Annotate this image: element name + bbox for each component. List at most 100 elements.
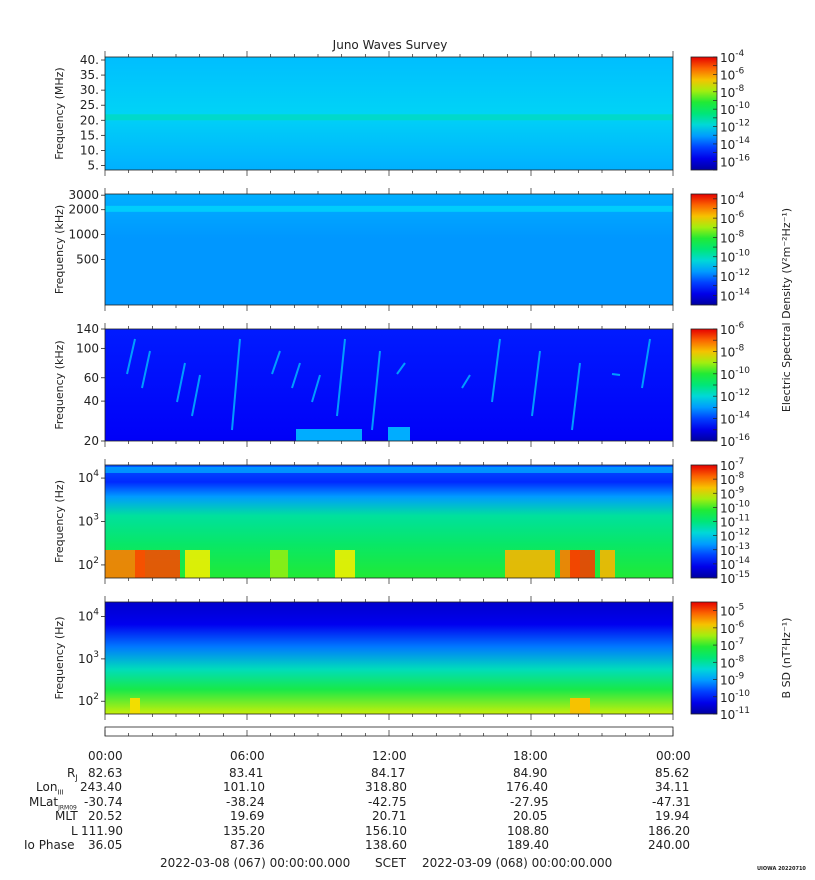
eph-mlat-1: -38.24: [226, 795, 265, 809]
colorbar-tick-label: 10-16: [720, 433, 750, 449]
y-tick-label: 1000: [68, 228, 99, 242]
y-tick-label: 25.: [80, 98, 99, 112]
time-range-scet: SCET: [375, 856, 406, 870]
time-range-end: 2022-03-09 (068) 00:00:00.000: [422, 856, 613, 870]
y-axis-label: Frequency (kHz): [53, 205, 66, 294]
eph-mlat-3: -27.95: [510, 795, 549, 809]
eph-l-4: 186.20: [648, 824, 690, 838]
eph-lon-1: 101.10: [223, 780, 265, 794]
emission-patch: [296, 429, 362, 441]
colorbar-tick-label: 10-10: [720, 689, 750, 705]
eph-io-4: 240.00: [648, 838, 690, 852]
colorbar-tick-label: 10-10: [720, 249, 750, 265]
emission-streak: [491, 338, 501, 403]
spectrogram-image: [105, 602, 673, 714]
emission-patch: [335, 550, 355, 578]
colorbar-tick-label: 10-4: [720, 49, 745, 65]
colorbar-tick-label: 10-5: [720, 603, 744, 619]
colorbar-tick-label: 10-6: [720, 210, 745, 226]
y-tick-label: 20.: [80, 113, 99, 127]
colorbar: [690, 601, 718, 715]
eph-mlt-3: 20.05: [513, 809, 548, 823]
eph-io-2: 138.60: [365, 838, 407, 852]
eph-io-0: 36.05: [88, 838, 123, 852]
colorbar-tick-label: 10-14: [720, 287, 750, 303]
emission-patch: [505, 550, 555, 578]
y-tick-label: 40: [84, 394, 99, 408]
eph-mlat-4: -47.31: [652, 795, 691, 809]
eph-lon-4: 34.11: [655, 780, 690, 794]
time-axis: [104, 726, 674, 737]
y-tick-label: 104: [78, 469, 99, 485]
colorbar-tick-label: 10-12: [720, 528, 750, 544]
time-range-start: 2022-03-08 (067) 00:00:00.000: [160, 856, 351, 870]
y-tick-label: 10.: [80, 143, 99, 157]
y-axis-label: Frequency (Hz): [53, 617, 66, 700]
colorbar-tick-label: 10-11: [720, 514, 750, 530]
y-tick-label: 40.: [80, 53, 99, 67]
eph-rj-4: 85.62: [655, 766, 690, 780]
emission-streak: [396, 362, 406, 375]
emission-patch: [388, 427, 410, 441]
colorbar-label-bsd: B SD (nT²Hz⁻¹): [780, 618, 793, 699]
y-axis-label: Frequency (Hz): [53, 480, 66, 563]
eph-l-1: 135.20: [223, 824, 265, 838]
time-label-2: 12:00: [372, 749, 407, 763]
emission-patch: [570, 550, 595, 578]
colorbar-tick-label: 10-10: [720, 101, 750, 117]
y-tick-label: 102: [78, 556, 99, 572]
emission-streak: [611, 373, 621, 376]
eph-l-0: 111.90: [81, 824, 123, 838]
eph-io-3: 189.40: [507, 838, 549, 852]
time-label-1: 06:00: [230, 749, 265, 763]
colorbar-tick-label: 10-8: [720, 654, 745, 670]
emission-streak: [461, 374, 471, 389]
y-tick-label: 20: [84, 434, 99, 448]
colorbar: [690, 328, 718, 442]
colorbar-tick-label: 10-11: [720, 706, 750, 722]
colorbar-tick-label: 10-12: [720, 268, 750, 284]
emission-patch: [600, 550, 615, 578]
colorbar-tick-label: 10-6: [720, 66, 745, 82]
emission-patch: [135, 550, 180, 578]
emission-streak: [231, 338, 241, 431]
y-tick-label: 30.: [80, 83, 99, 97]
colorbar-tick-label: 10-10: [720, 366, 750, 382]
eph-mlt-1: 19.69: [230, 809, 265, 823]
emission-streak: [141, 350, 151, 389]
eph-l-2: 156.10: [365, 824, 407, 838]
spectrogram-image: [105, 194, 673, 305]
colorbar-tick-label: 10-6: [720, 321, 745, 337]
credit-stamp: UIOWA 20220710: [757, 866, 806, 872]
colorbar: [690, 56, 718, 171]
time-label-0: 00:00: [88, 749, 123, 763]
colorbar-tick-label: 10-14: [720, 411, 750, 427]
colorbar-tick-label: 10-7: [720, 637, 744, 653]
emission-streak: [571, 362, 581, 431]
spectrogram-image: [105, 57, 673, 170]
colorbar-tick-label: 10-8: [720, 471, 745, 487]
y-tick-label: 5.: [88, 158, 99, 172]
spectrogram-image: [105, 329, 673, 441]
eph-lon-3: 176.40: [506, 780, 548, 794]
colorbar-tick-label: 10-4: [720, 191, 745, 207]
eph-rj-3: 84.90: [513, 766, 548, 780]
emission-band: [105, 467, 673, 473]
emission-streak: [311, 374, 321, 403]
y-tick-label: 35.: [80, 68, 99, 82]
chart-title: Juno Waves Survey: [332, 38, 448, 52]
eph-mlt-4: 19.94: [655, 809, 690, 823]
emission-band: [105, 114, 673, 121]
emission-streak: [531, 350, 541, 417]
emission-streak: [191, 374, 201, 417]
colorbar-tick-label: 10-12: [720, 388, 750, 404]
emission-streak: [336, 338, 346, 417]
eph-mlt-0: 20.52: [88, 809, 123, 823]
time-label-3: 18:00: [513, 749, 548, 763]
colorbar-tick-label: 10-7: [720, 457, 744, 473]
emission-patch: [130, 698, 140, 714]
eph-lon-0: 243.40: [80, 780, 122, 794]
